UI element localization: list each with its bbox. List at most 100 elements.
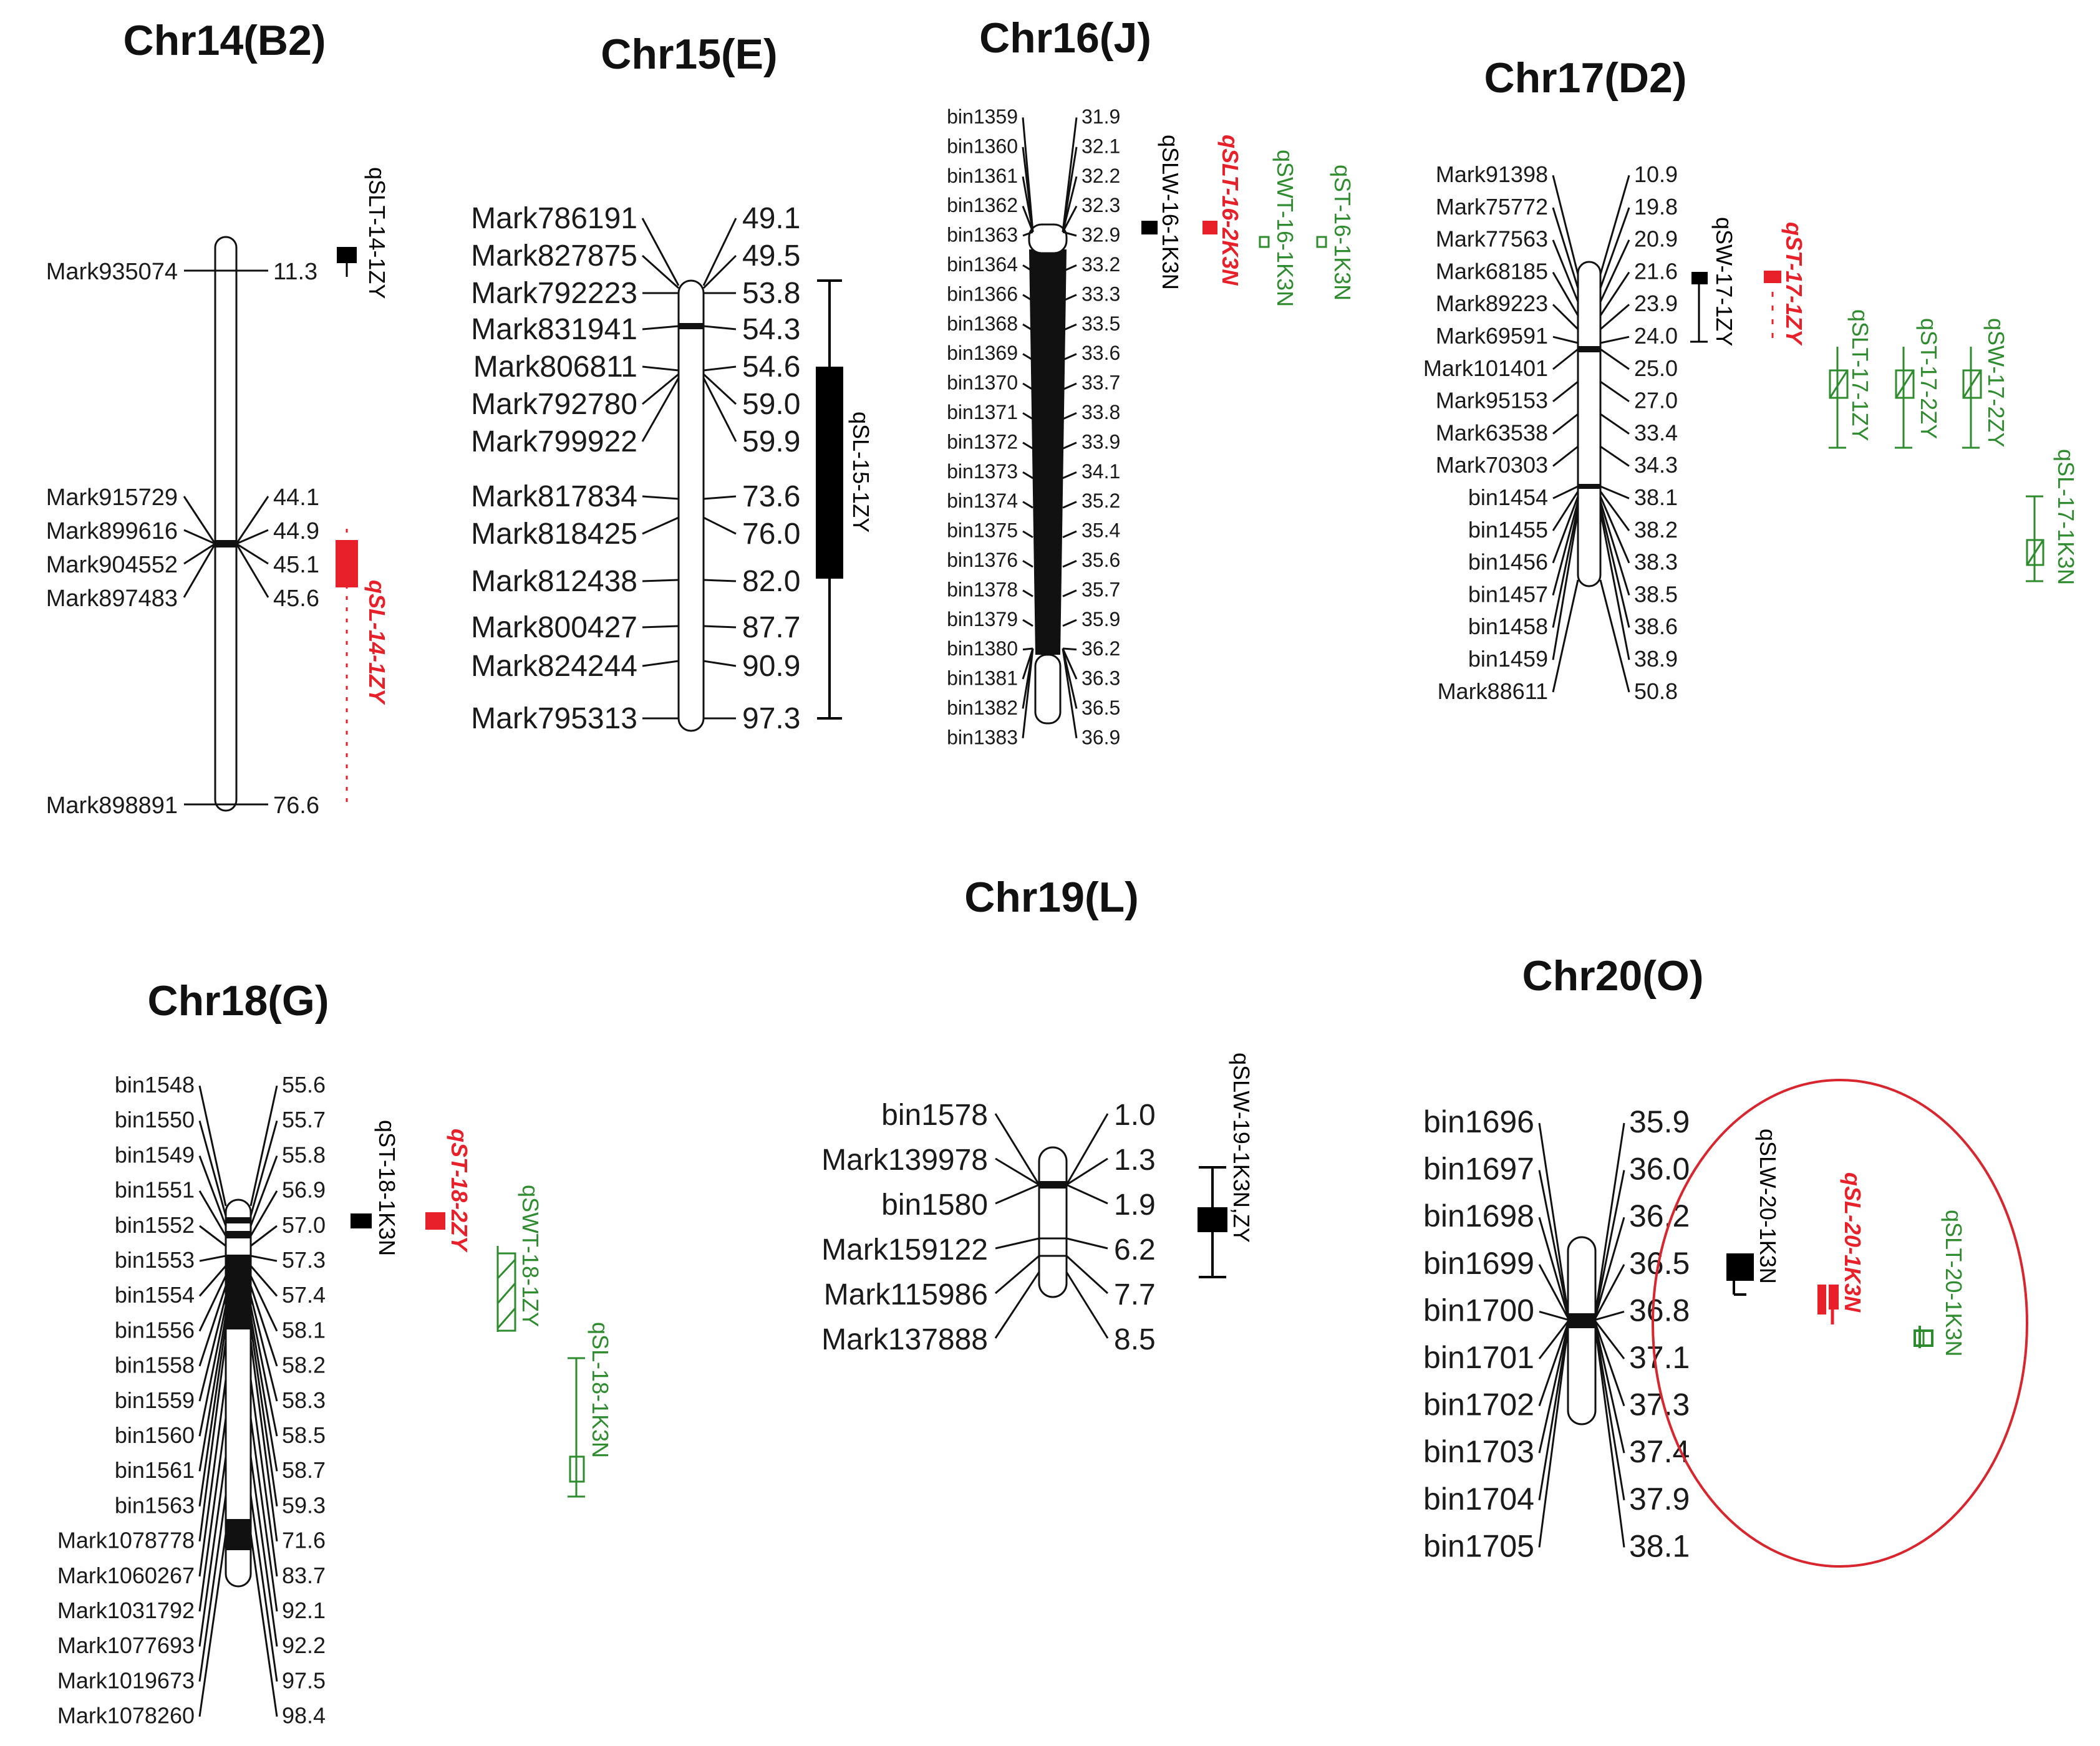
marker-name: bin1563 (115, 1492, 195, 1518)
qtl-label: qSLT-17-1ZY (1847, 309, 1873, 441)
marker-name: bin1548 (115, 1072, 195, 1097)
marker-name: bin1376 (947, 549, 1018, 571)
chromosome-bar (1029, 249, 1067, 655)
marker-name: bin1369 (947, 342, 1018, 364)
marker-name: Mark89223 (1436, 291, 1548, 316)
marker-connectors (994, 1113, 1109, 1339)
marker-name: bin1551 (115, 1177, 195, 1203)
marker-position: 38.1 (1629, 1528, 1690, 1563)
marker-name: bin1362 (947, 194, 1018, 216)
marker-position: 36.5 (1081, 697, 1120, 719)
qtl-label: qSLW-20-1K3N (1755, 1129, 1781, 1284)
marker-name: bin1381 (947, 667, 1018, 690)
marker-name: bin1705 (1423, 1528, 1534, 1563)
marker-position: 36.2 (1629, 1199, 1690, 1233)
marker-position: 58.1 (282, 1317, 326, 1343)
marker-position: 49.5 (742, 239, 800, 273)
marker-name: bin1554 (115, 1282, 195, 1308)
marker-name: Mark817834 (471, 480, 637, 513)
marker-position: 25.0 (1634, 355, 1678, 381)
marker-position: 38.2 (1634, 517, 1678, 543)
chromosome-chr15: Chr15(E) Mark786191 49.1 Mark827875 49.5… (471, 31, 874, 735)
marker-band (1578, 346, 1600, 352)
marker-band (679, 323, 704, 329)
marker-name: Mark915729 (46, 485, 178, 511)
qtl-label: qST-18-2ZY (447, 1129, 472, 1253)
marker-name: bin1698 (1423, 1199, 1534, 1233)
marker-position: 87.7 (742, 611, 800, 644)
marker-name: Mark818425 (471, 518, 637, 551)
marker-position: 24.0 (1634, 323, 1678, 349)
qtl-label: qSWT-16-1K3N (1272, 150, 1298, 307)
marker-band (226, 1519, 251, 1550)
qtl-marker: qSLT-17-1ZY (1829, 309, 1873, 449)
marker-position: 33.8 (1081, 401, 1120, 423)
marker-name: Mark898891 (46, 793, 178, 819)
marker-name: Mark1060267 (57, 1563, 195, 1588)
marker-name: Mark792780 (471, 388, 637, 421)
qtl-marker: qSLW-19-1K3N,ZY (1198, 1053, 1254, 1278)
marker-band (215, 540, 236, 547)
marker-position: 35.7 (1081, 578, 1120, 600)
chromosome-title: Chr20(O) (1522, 952, 1704, 1000)
marker-position: 49.1 (742, 202, 800, 235)
marker-position: 57.4 (282, 1282, 326, 1308)
marker-position: 58.7 (282, 1457, 326, 1483)
marker-position: 20.9 (1634, 226, 1678, 252)
marker-position: 55.6 (282, 1072, 326, 1097)
qtl-marker: qSLW-16-1K3N (1141, 135, 1183, 290)
marker-position: 58.2 (282, 1353, 326, 1378)
marker-position: 35.6 (1081, 549, 1120, 571)
marker-band (1578, 484, 1600, 489)
chromosome-title: Chr14(B2) (123, 17, 326, 64)
marker-position: 38.5 (1634, 581, 1678, 607)
qtl-label: qSLT-16-2K3N (1217, 135, 1243, 286)
qtl-label: qSLT-14-1ZY (364, 167, 390, 299)
marker-name: Mark139978 (821, 1144, 988, 1177)
marker-name: Mark1078260 (57, 1703, 195, 1729)
marker-name: bin1560 (115, 1422, 195, 1448)
qtl-marker: qSLT-20-1K3N (1914, 1210, 1967, 1356)
marker-name: bin1580 (881, 1189, 988, 1222)
marker-name: Mark77563 (1436, 226, 1548, 252)
marker-name: Mark1019673 (57, 1667, 195, 1693)
qtl-marker: qSL-14-1ZY (336, 529, 390, 804)
marker-position: 45.6 (273, 586, 319, 612)
marker-position: 34.3 (1634, 452, 1678, 478)
marker-name: Mark91398 (1436, 162, 1548, 187)
marker-name: bin1370 (947, 372, 1018, 394)
chromosome-chr19: Chr19(L) bin1578 1.0 Mark139978 1.3 bin1… (821, 874, 1254, 1356)
marker-position: 38.9 (1634, 646, 1678, 672)
marker-position: 58.3 (282, 1387, 326, 1413)
marker-position: 36.0 (1629, 1152, 1690, 1187)
marker-position: 44.1 (273, 485, 319, 511)
marker-position: 36.9 (1081, 726, 1120, 748)
marker-position: 33.6 (1081, 342, 1120, 364)
chromosome-bar (677, 279, 705, 732)
marker-name: bin1371 (947, 401, 1018, 423)
marker-position: 44.9 (273, 518, 319, 544)
marker-connectors (1022, 117, 1078, 739)
marker-position: 54.3 (742, 313, 800, 346)
marker-position: 36.3 (1081, 667, 1120, 690)
qtl-label: qSL-18-1K3N (588, 1322, 613, 1458)
chromosome-title: Chr15(E) (601, 31, 777, 78)
marker-name: Mark95153 (1436, 388, 1548, 413)
marker-position: 71.6 (282, 1528, 326, 1553)
marker-name: bin1458 (1468, 614, 1548, 639)
marker-band (1039, 1181, 1067, 1189)
marker-name: bin1700 (1423, 1293, 1534, 1328)
qtl-label: qSW-17-1ZY (1711, 217, 1737, 346)
marker-name: Mark831941 (471, 313, 637, 346)
chromosome-bar (214, 236, 238, 812)
chromosome-tip (1028, 223, 1068, 254)
marker-position: 73.6 (742, 480, 800, 513)
marker-name: bin1368 (947, 312, 1018, 335)
marker-name: bin1561 (115, 1457, 195, 1483)
marker-name: bin1550 (115, 1107, 195, 1132)
marker-name: bin1552 (115, 1212, 195, 1238)
marker-position: 31.9 (1081, 105, 1120, 128)
marker-position: 50.8 (1634, 678, 1678, 704)
marker-position: 33.2 (1081, 253, 1120, 276)
marker-position: 32.2 (1081, 165, 1120, 187)
